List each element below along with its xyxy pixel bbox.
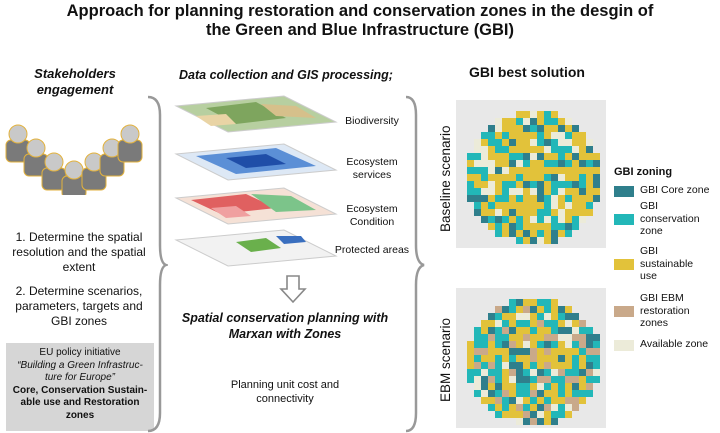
step-scenarios: 2. Determine scenarios, parameters, targ… [15,284,143,328]
legend-item-sustainable: GBI sustainable use [614,245,720,285]
legend-label-sustainable: GBI sustainable use [640,245,694,282]
ebm-scenario-map [456,288,606,428]
legend-label-conservation: GBI conservation zone [640,200,700,237]
policy-line-1: EU policy initiative [39,347,121,358]
policy-line-2: “Building a Green Infrastruc-ture for Eu… [17,359,143,384]
label-protected-areas: Protected areas [334,244,410,256]
legend-swatch-restoration [614,306,634,317]
layer-biodiversity-map [174,95,338,133]
label-ecosystem-condition: Ecosystem Condition [346,203,398,228]
gbi-solution-header: GBI best solution [469,64,585,80]
layer-ecosystem-condition-map [174,187,338,225]
stakeholders-people-icon [5,124,143,195]
person-icon [99,138,125,177]
step-resolution: 1. Determine the spatial resolution and … [12,230,146,274]
legend-label-core: GBI Core zone [640,184,710,196]
legend-label-restoration: GBI EBM restoration zones [640,292,690,329]
cost-connectivity-text: Planning unit cost and connectivity [230,379,340,405]
legend-swatch-core [614,186,634,197]
baseline-scenario-map [456,100,606,248]
legend-title: GBI zoning [614,166,673,178]
legend-swatch-sustainable [614,259,634,270]
legend-item-conservation: GBI conservation zone [614,200,720,240]
legend-swatch-conservation [614,214,634,225]
ebm-scenario-label: EBM scenario [438,317,453,402]
down-arrow-icon [279,275,307,304]
gis-layers-stack [174,95,338,267]
person-icon [5,124,31,163]
planning-heading: Spatial conservation planning with Marxa… [181,311,389,341]
baseline-scenario-label: Baseline scenario [438,125,453,232]
legend-item-available: Available zone [614,338,720,352]
page-title: Approach for planning restoration and co… [66,2,654,39]
policy-box: EU policy initiative “Building a Green I… [6,343,154,431]
stakeholders-header: Stakeholders engagement [34,66,116,97]
left-brace [147,95,168,433]
policy-line-3: Core, Conservation Sustain-able use and … [12,384,148,421]
legend-swatch-available [614,340,634,351]
person-icon [117,124,143,163]
legend-item-core: GBI Core zone [614,184,720,198]
person-icon [23,138,49,177]
person-icon [41,152,67,191]
label-biodiversity: Biodiversity [345,115,399,127]
label-ecosystem-services: Ecosystem services [346,156,398,181]
layer-ecosystem-services-map [174,143,338,181]
legend-item-restoration: GBI EBM restoration zones [614,292,720,332]
right-brace [405,95,425,433]
layer-protected-areas-map [174,229,338,267]
legend-label-available: Available zone [640,338,709,350]
data-collection-header: Data collection and GIS processing; [179,68,393,82]
